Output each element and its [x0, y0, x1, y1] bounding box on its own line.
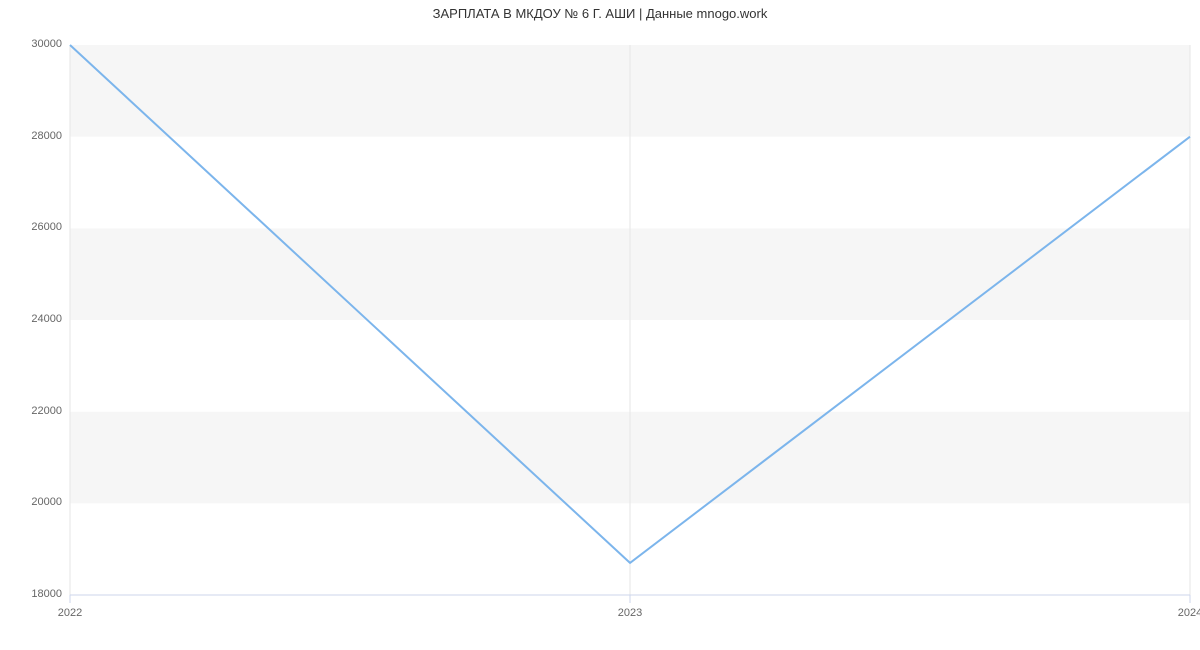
x-tick-label: 2022 [58, 607, 82, 619]
y-tick-label: 24000 [12, 313, 62, 325]
plot-area [70, 45, 1190, 595]
y-tick-label: 18000 [12, 588, 62, 600]
chart-container: ЗАРПЛАТА В МКДОУ № 6 Г. АШИ | Данные mno… [0, 0, 1200, 650]
y-tick-label: 30000 [12, 38, 62, 50]
y-tick-label: 28000 [12, 130, 62, 142]
y-tick-label: 26000 [12, 221, 62, 233]
chart-title: ЗАРПЛАТА В МКДОУ № 6 Г. АШИ | Данные mno… [0, 6, 1200, 21]
y-tick-label: 20000 [12, 496, 62, 508]
y-tick-label: 22000 [12, 405, 62, 417]
x-tick-label: 2024 [1178, 607, 1200, 619]
x-tick-label: 2023 [618, 607, 642, 619]
